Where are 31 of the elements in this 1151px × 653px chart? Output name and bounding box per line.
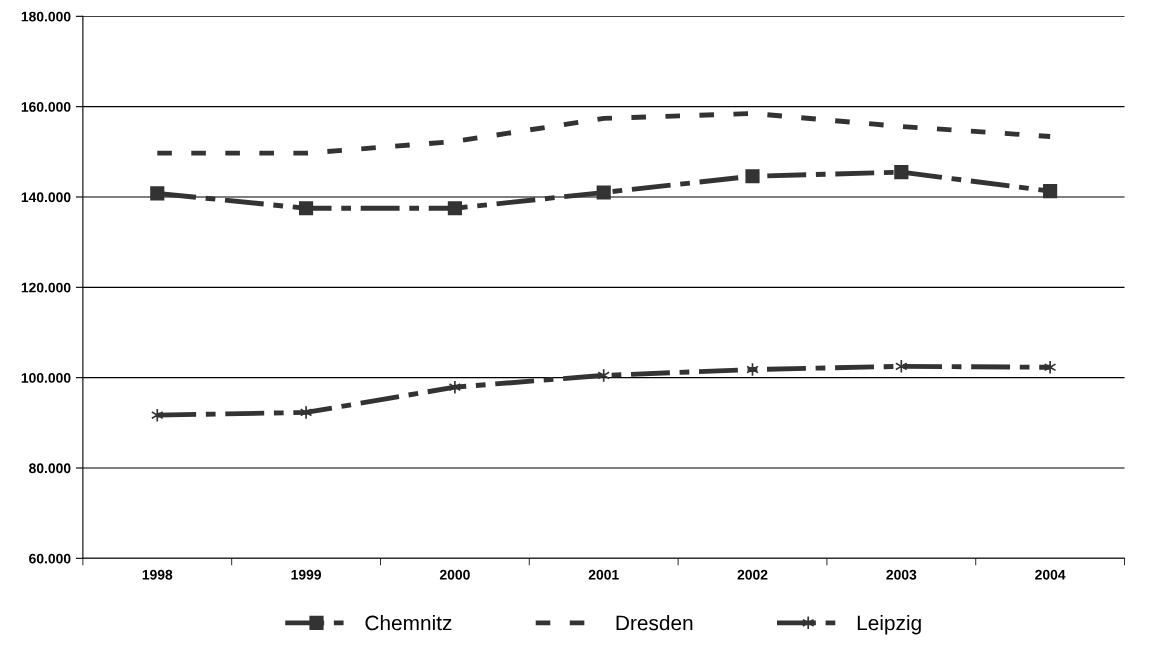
- x-tick-label: 1998: [142, 569, 173, 580]
- legend-label: Leipzig: [857, 615, 921, 635]
- point: [448, 380, 462, 395]
- x-tick-label: 2000: [439, 569, 470, 580]
- y-tick-label: 100.000: [21, 372, 71, 383]
- x-tick-label: 1999: [291, 569, 322, 580]
- point: [151, 408, 164, 423]
- x-tick-label: 2003: [886, 569, 917, 580]
- point: [298, 201, 314, 216]
- legend-label: Chemnitz: [365, 615, 452, 631]
- point: [894, 165, 909, 180]
- point: [597, 368, 610, 383]
- x-tick-label: 2004: [1035, 569, 1066, 580]
- point: [299, 405, 313, 420]
- x-tick-label: 2002: [737, 569, 768, 580]
- point: [447, 201, 462, 216]
- point: [596, 185, 611, 200]
- x-tick-label: 2001: [588, 569, 619, 580]
- y-tick-label: 60.000: [29, 553, 71, 564]
- y-tick-label: 140.000: [21, 192, 71, 203]
- point: [745, 169, 760, 184]
- y-tick-label: 180.000: [21, 11, 71, 22]
- point: [1043, 184, 1058, 199]
- y-tick-label: 80.000: [29, 463, 71, 474]
- line-series: [154, 111, 1053, 156]
- point: [895, 359, 908, 374]
- point: [1043, 360, 1057, 375]
- y-tick-label: 120.000: [21, 282, 71, 293]
- point: [150, 186, 165, 201]
- y-tick-label: 160.000: [21, 101, 71, 112]
- legend-label: Dresden: [616, 615, 693, 631]
